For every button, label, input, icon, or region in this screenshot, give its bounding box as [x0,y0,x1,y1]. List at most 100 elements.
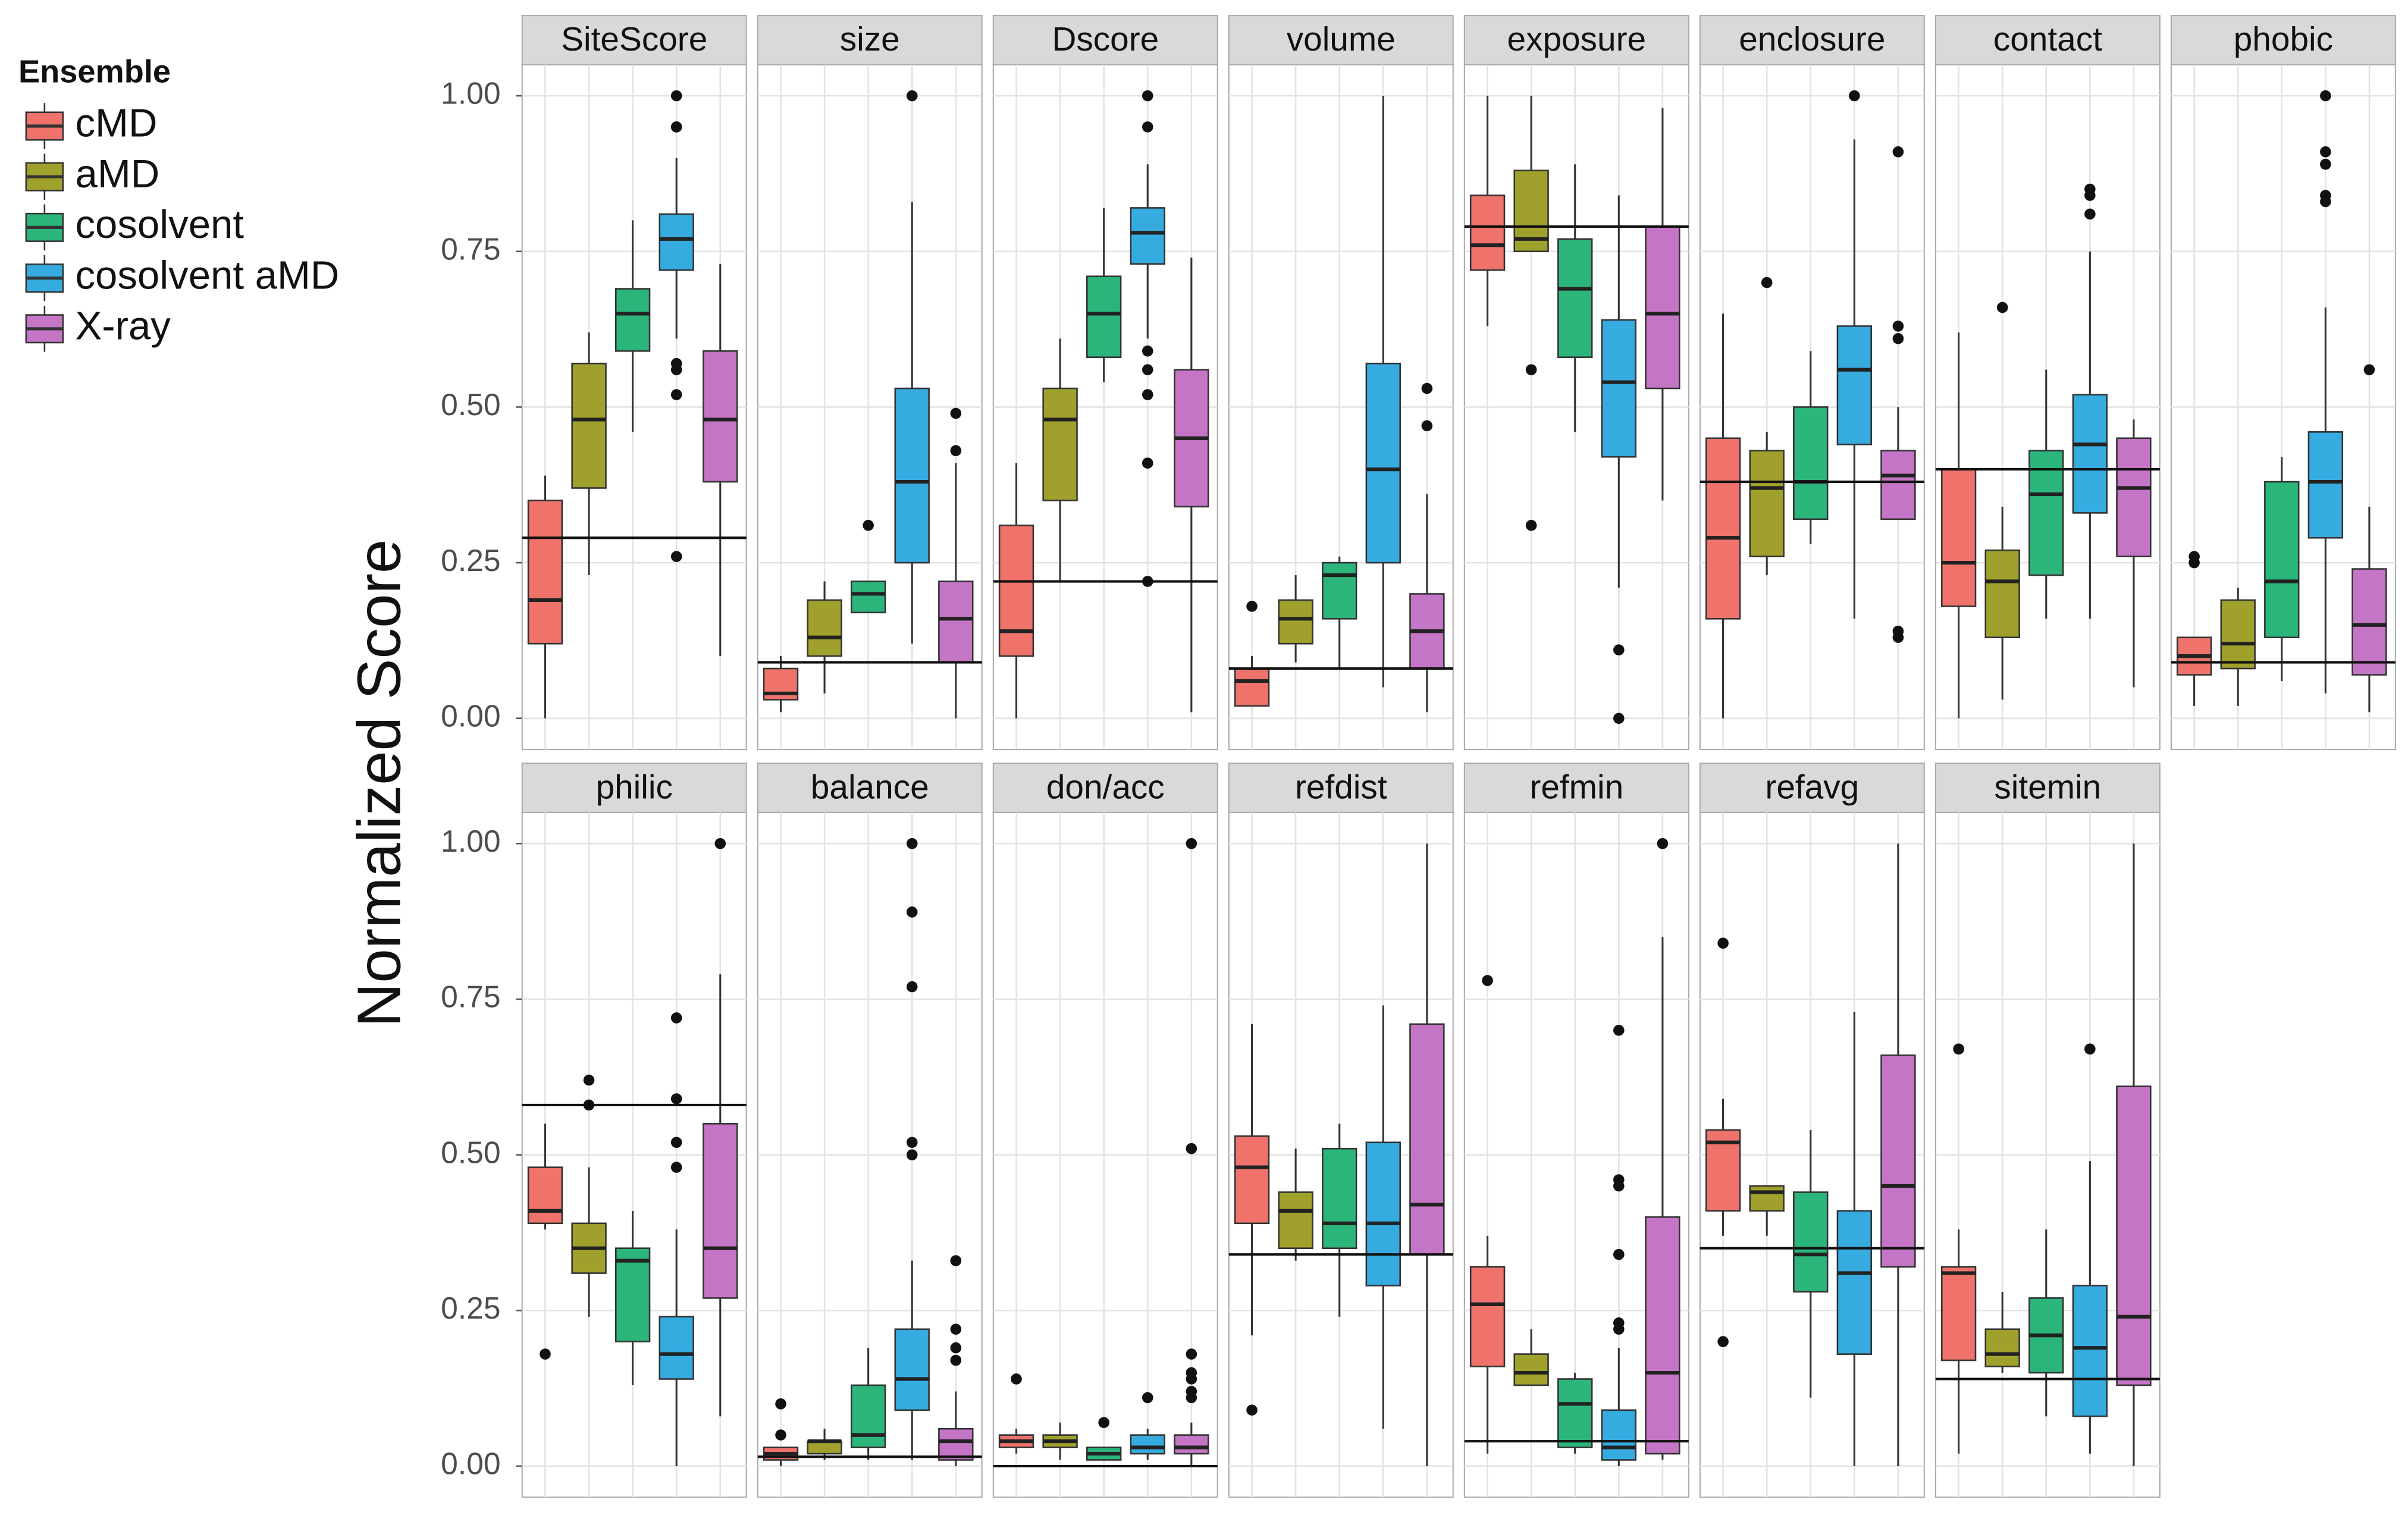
box [614,1247,651,1342]
y-tick-label: 0.25 [441,1291,500,1325]
box [807,599,842,657]
y-tick-label: 0.00 [441,1446,500,1481]
outlier [2084,208,2096,220]
y-tick-label: 1.00 [441,76,500,111]
outlier [1142,345,1153,357]
outlier [1613,1248,1625,1260]
box [1469,1266,1506,1367]
box [1322,1147,1357,1249]
outlier [950,1323,962,1335]
box [659,213,694,271]
outlier [1186,1392,1197,1404]
outlier [540,1348,551,1360]
strip [1463,15,1689,65]
outlier [1996,302,2008,313]
box [2072,394,2108,514]
y-tick-label: 0.00 [441,698,500,733]
outlier [863,520,874,531]
outlier [1525,364,1537,375]
box [1880,450,1916,520]
outlier [1525,520,1537,531]
box [1409,1023,1445,1256]
outlier [1098,1417,1109,1429]
box [1365,1141,1401,1286]
outlier [1186,1143,1197,1154]
panel-title: don/acc [1046,768,1165,806]
box [1278,1191,1313,1249]
outlier [670,1012,682,1024]
outlier [714,838,726,849]
legend-label: X-ray [76,304,171,349]
box [2116,1085,2152,1386]
outlier [1421,420,1433,432]
outlier [670,121,682,133]
outlier [1613,1323,1625,1335]
box [1749,450,1785,557]
box [1365,362,1401,564]
outlier [775,1398,786,1410]
outlier [1892,332,1904,344]
legend-title: Ensemble [18,54,171,90]
outlier [2084,190,2096,201]
outlier [2320,158,2331,170]
panel-title: volume [1287,21,1396,58]
outlier [1186,838,1197,849]
outlier [950,407,962,419]
box [1645,225,1680,390]
y-axis-label: Normalized Score [345,539,413,1028]
outlier [2188,557,2200,569]
box [2264,481,2300,639]
box [527,1166,563,1225]
box [850,1384,886,1448]
outlier [1142,389,1153,400]
box [659,1316,694,1380]
box [1705,437,1741,620]
outlier [1142,457,1153,469]
box [1793,406,1829,520]
box [1130,1434,1165,1455]
outlier [1142,1392,1153,1404]
outlier [775,1429,786,1441]
box [1836,1210,1873,1355]
panel-title: Dscore [1052,21,1159,58]
box [614,288,651,352]
y-tick-label: 0.75 [441,980,500,1014]
box [2028,450,2064,576]
outlier [670,551,682,562]
outlier [1246,601,1258,612]
box [1645,1216,1680,1455]
strip [521,15,747,65]
y-tick-label: 0.50 [441,1135,500,1169]
box [1513,1353,1549,1386]
panel-title: contact [1993,21,2102,58]
box [1984,1328,2020,1367]
outlier [1613,644,1625,655]
outlier [906,1137,918,1148]
outlier [1892,146,1904,158]
outlier [670,90,682,102]
panel-title: refmin [1529,768,1623,806]
outlier [1186,1373,1197,1385]
outlier [1849,90,1860,102]
box [571,362,607,489]
outlier [1011,1373,1022,1385]
box [1880,1054,1916,1268]
strip [1934,762,2161,814]
outlier [670,1137,682,1148]
outlier [1142,364,1153,375]
box [894,387,930,564]
outlier [670,364,682,375]
box [1130,207,1165,265]
box [2307,431,2344,539]
outlier [950,1255,962,1266]
outlier [1246,1404,1258,1416]
box [1086,275,1122,358]
strip [757,15,983,65]
panel-title: balance [811,768,929,806]
panel-title: exposure [1507,21,1647,58]
y-tick-label: 1.00 [441,824,500,858]
outlier [2363,364,2375,375]
outlier [906,1149,918,1160]
box [1234,667,1270,707]
